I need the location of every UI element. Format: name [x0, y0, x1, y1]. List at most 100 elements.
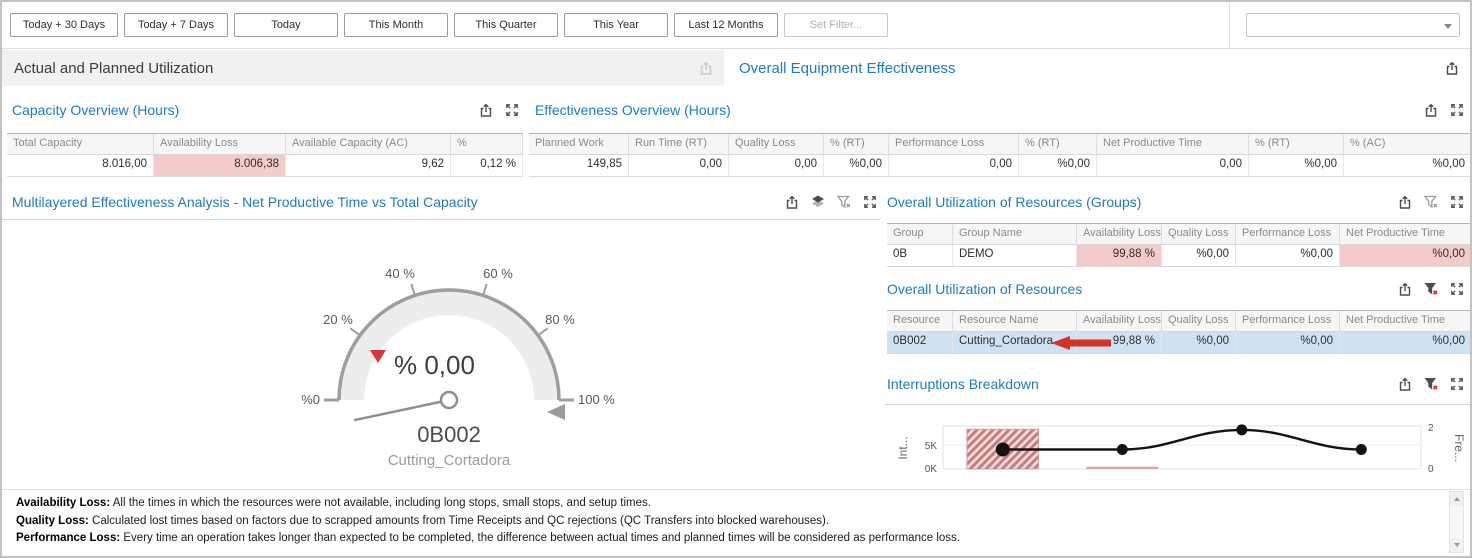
table-cell: 9,62 [286, 155, 451, 176]
filter-button-this-year[interactable]: This Year [564, 13, 668, 37]
export-icon[interactable] [1397, 376, 1413, 392]
export-icon[interactable] [1397, 281, 1413, 297]
column-header[interactable]: Performance Loss [1236, 311, 1340, 331]
frequency-point [1236, 424, 1248, 436]
interruptions-title: Interruptions Breakdown [887, 376, 1039, 392]
scroll-down-button[interactable] [1450, 538, 1463, 552]
export-icon[interactable] [1397, 194, 1413, 210]
fullscreen-icon[interactable] [862, 194, 878, 210]
column-header[interactable]: Quality Loss [1162, 311, 1236, 331]
actual-planned-utilization-title: Actual and Planned Utilization [14, 59, 214, 77]
filter-button-this-month[interactable]: This Month [344, 13, 448, 37]
gauge-value: % 0,00 [394, 350, 475, 380]
resources-groups-title: Overall Utilization of Resources (Groups… [887, 194, 1142, 210]
column-header[interactable]: Available Capacity (AC) [286, 134, 451, 154]
scrollbar[interactable] [1449, 491, 1464, 553]
column-header[interactable]: Resource [887, 311, 953, 331]
filter-button-today-7-days[interactable]: Today + 7 Days [124, 13, 228, 37]
fullscreen-icon[interactable] [1449, 194, 1465, 210]
resource-dropdown[interactable] [1246, 13, 1460, 37]
clear-filter-active-icon[interactable] [1423, 281, 1439, 297]
column-header[interactable]: Resource Name [953, 311, 1077, 331]
column-header[interactable]: % (RT) [824, 134, 889, 154]
table-row[interactable]: 8.016,00 8.006,38 9,62 0,12 % [7, 155, 523, 177]
toolbar-divider [1229, 2, 1230, 48]
overall-equipment-effectiveness-header: Overall Equipment Effectiveness [735, 50, 1470, 86]
column-header[interactable]: Net Productive Time [1340, 224, 1470, 244]
column-header[interactable]: Group Name [953, 224, 1077, 244]
filter-button-today[interactable]: Today [234, 13, 338, 37]
fullscreen-icon[interactable] [504, 102, 520, 118]
frequency-line [1002, 428, 1362, 451]
fullscreen-icon[interactable] [1449, 376, 1465, 392]
table-cell: 0,00 [889, 155, 1019, 176]
column-header[interactable]: % (AC) [1344, 134, 1470, 154]
table-cell: 0,00 [729, 155, 824, 176]
scroll-up-button[interactable] [1450, 492, 1463, 506]
interruptions-chart: 5K 0K 2 0 Int... Fre... [896, 423, 1466, 475]
definition-note: Quality Loss: Calculated lost times base… [16, 513, 1426, 531]
column-header[interactable]: Availability Loss [1077, 224, 1162, 244]
loss-definitions: Availability Loss: All the times in whic… [16, 495, 1426, 548]
table-cell: %0,00 [1340, 332, 1470, 353]
export-icon[interactable] [698, 60, 714, 76]
column-header[interactable]: % (RT) [1249, 134, 1344, 154]
export-icon[interactable] [478, 102, 494, 118]
clear-filter-icon[interactable] [836, 194, 852, 210]
table-cell: %0,00 [824, 155, 889, 176]
left-axis-label: Int... [896, 436, 910, 459]
table-cell: 8.006,38 [154, 155, 286, 176]
table-cell: 99,88 % [1077, 245, 1162, 266]
definition-note: Performance Loss: Every time an operatio… [16, 530, 1426, 548]
clear-filter-active-icon[interactable] [1423, 376, 1439, 392]
filter-button-today-30-days[interactable]: Today + 30 Days [10, 13, 118, 37]
filter-button-last-12-months[interactable]: Last 12 Months [674, 13, 778, 37]
export-icon[interactable] [784, 194, 800, 210]
gauge-max-marker [547, 404, 565, 420]
date-filter-toolbar: Today + 30 Days Today + 7 Days Today This M… [2, 2, 1470, 49]
column-header[interactable]: Quality Loss [729, 134, 824, 154]
column-header[interactable]: Planned Work [529, 134, 629, 154]
column-header[interactable]: Performance Loss [1236, 224, 1340, 244]
layers-icon[interactable] [810, 194, 826, 210]
definition-term: Performance Loss: [16, 532, 121, 544]
table-row[interactable]: 0B DEMO 99,88 % %0,00 %0,00 %0,00 [887, 245, 1470, 267]
column-header[interactable]: Quality Loss [1162, 224, 1236, 244]
column-header[interactable]: % [451, 134, 523, 154]
table-cell: %0,00 [1236, 332, 1340, 353]
table-header-row: Total Capacity Availability Loss Available… [7, 134, 523, 155]
table-cell: %0,00 [1340, 245, 1470, 266]
gauge-chart: %0 20 % 40 % 60 % 80 % 100 % % 0,00 0B00… [301, 266, 615, 469]
fullscreen-icon[interactable] [1449, 102, 1465, 118]
right-axis-label: Fre... [1452, 434, 1466, 462]
table-header-row: Group Group Name Availability Loss Quality … [887, 224, 1470, 245]
column-header[interactable]: Run Time (RT) [629, 134, 729, 154]
column-header[interactable]: % (RT) [1019, 134, 1097, 154]
table-row[interactable]: 0B002 Cutting_Cortadora 99,88 % %0,00 %0,00%… [887, 332, 1470, 354]
column-header[interactable]: Availability Loss [154, 134, 286, 154]
resources-groups-section: Overall Utilization of Resources (Groups… [887, 191, 1465, 213]
value-down-indicator-icon [370, 350, 386, 363]
interruptions-series [966, 424, 1367, 470]
table-row[interactable]: 149,85 0,00 0,00 %0,00 0,00 %0,00 0,00 %0,00 %0,… [529, 155, 1470, 177]
multilayered-analysis-section: Multilayered Effectiveness Analysis - Ne… [12, 191, 878, 213]
clear-filter-icon[interactable] [1423, 194, 1439, 210]
column-header[interactable]: Net Productive Time [1097, 134, 1249, 154]
column-header[interactable]: Performance Loss [889, 134, 1019, 154]
interruption-bar [1086, 466, 1159, 469]
table-cell: 8.016,00 [7, 155, 154, 176]
filter-button-this-quarter[interactable]: This Quarter [454, 13, 558, 37]
scroll-down-icon [1453, 543, 1460, 547]
export-icon[interactable] [1444, 60, 1460, 76]
gauge-arc [337, 288, 561, 401]
column-header[interactable]: Total Capacity [7, 134, 154, 154]
definition-term: Availability Loss: [16, 497, 111, 509]
export-icon[interactable] [1423, 102, 1439, 118]
set-filter-button[interactable]: Set Filter... [784, 13, 888, 37]
fullscreen-icon[interactable] [1449, 281, 1465, 297]
left-axis-tick: 5K [925, 441, 938, 452]
column-header[interactable]: Availability Loss [1077, 311, 1162, 331]
capacity-overview-table: Total Capacity Availability Loss Available… [7, 133, 523, 177]
column-header[interactable]: Group [887, 224, 953, 244]
column-header[interactable]: Net Productive Time [1340, 311, 1470, 331]
